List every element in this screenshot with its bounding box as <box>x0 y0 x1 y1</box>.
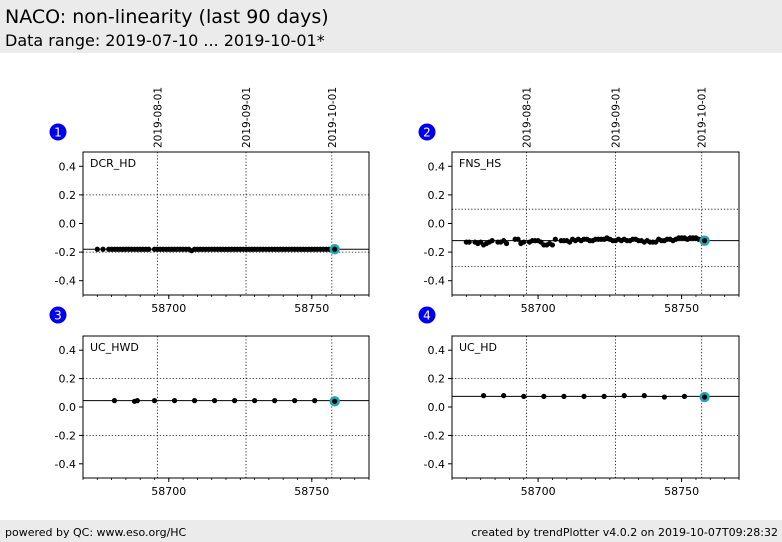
date-tick-label: 2019-09-01 <box>611 87 623 148</box>
panel-3: 0.4 0.2 0.0 -0.2 -0.4 58700 58750 UC_HWD 3 <box>49 306 370 498</box>
y-tick-label: 0.4 <box>428 160 446 173</box>
data-point <box>515 236 521 242</box>
y-tick-label: 0.4 <box>428 344 446 357</box>
panel-number: 3 <box>54 309 62 323</box>
panel-number: 4 <box>423 309 431 323</box>
report-header: NACO: non-linearity (last 90 days) Data … <box>0 0 782 53</box>
data-point <box>211 398 218 404</box>
data-point <box>151 398 158 404</box>
last-data-point <box>701 394 708 400</box>
panel-number-badge <box>49 123 67 141</box>
y-tick-label: 0.4 <box>59 160 77 173</box>
data-point <box>661 394 667 400</box>
date-tick-label: 2019-09-01 <box>241 87 253 148</box>
panel-1: 2019-08-01 2019-09-01 2019-10-01 0.4 0.2 0.0 -… <box>49 87 370 315</box>
y-tick-label: -0.2 <box>424 429 445 442</box>
footer-credit: powered by QC: www.eso.org/HC <box>5 526 187 539</box>
data-point <box>561 393 567 399</box>
data-point <box>503 240 510 247</box>
data-point <box>111 398 118 404</box>
y-tick-label: 0.0 <box>428 218 446 231</box>
y-tick-label: -0.4 <box>55 458 76 471</box>
data-point <box>621 393 627 399</box>
data-point <box>521 239 527 245</box>
plot-frame <box>82 335 370 479</box>
y-tick-label: -0.2 <box>55 246 76 259</box>
y-tick-label: -0.4 <box>424 458 445 471</box>
last-data-point <box>701 238 708 244</box>
data-point <box>489 238 495 244</box>
x-tick-label: 58750 <box>664 485 699 498</box>
data-point <box>134 398 140 404</box>
y-tick-label: -0.4 <box>424 275 445 288</box>
y-tick-label: -0.2 <box>55 429 76 442</box>
page-title: NACO: non-linearity (last 90 days) <box>5 6 329 28</box>
panel-number: 1 <box>54 126 62 140</box>
data-point <box>171 398 178 404</box>
data-point <box>521 393 527 399</box>
y-tick-label: 0.2 <box>59 373 77 386</box>
panel-4: 0.4 0.2 0.0 -0.2 -0.4 58700 58750 UC_HD 4 <box>418 306 740 498</box>
y-tick-label: -0.2 <box>424 246 445 259</box>
data-point <box>252 398 258 404</box>
y-tick-label: 0.2 <box>59 189 77 202</box>
plot-frame <box>451 151 740 296</box>
data-point <box>94 246 100 252</box>
last-data-point <box>332 246 338 252</box>
data-point <box>292 398 298 404</box>
data-point <box>466 239 472 245</box>
panel-2: 2019-08-01 2019-09-01 2019-10-01 0.4 0.2 0.0 -… <box>418 87 740 315</box>
y-tick-label: 0.0 <box>428 401 446 414</box>
series-label: UC_HD <box>459 341 497 354</box>
y-tick-label: 0.2 <box>428 189 446 202</box>
data-point <box>681 393 688 399</box>
data-point <box>581 393 587 399</box>
series-label: FNS_HS <box>459 157 501 170</box>
x-tick-label: 58750 <box>664 302 699 315</box>
data-point <box>191 398 198 404</box>
x-tick-label: 58700 <box>521 485 556 498</box>
y-tick-label: 0.0 <box>59 401 77 414</box>
y-tick-label: 0.0 <box>59 218 77 231</box>
data-point <box>312 398 318 404</box>
report-footer: powered by QC: www.eso.org/HC created by… <box>0 520 782 542</box>
data-point <box>541 393 547 399</box>
date-tick-label: 2019-08-01 <box>522 87 534 148</box>
y-tick-label: -0.4 <box>55 275 76 288</box>
footer-generator: created by trendPlotter v4.0.2 on 2019-1… <box>471 526 778 539</box>
date-tick-label: 2019-08-01 <box>152 87 164 148</box>
data-point <box>146 246 152 252</box>
plot-frame <box>451 335 740 479</box>
panel-number-badge <box>418 306 436 324</box>
plot-frame <box>82 151 370 296</box>
data-point <box>549 242 556 248</box>
series-label: UC_HWD <box>90 341 139 354</box>
panel-number-badge <box>49 306 67 324</box>
data-point <box>641 393 647 399</box>
data-point <box>552 236 558 242</box>
panel-number: 2 <box>423 126 431 140</box>
data-point <box>480 393 487 399</box>
x-tick-label: 58700 <box>521 302 556 315</box>
data-point <box>100 246 106 252</box>
x-tick-label: 58700 <box>151 485 186 498</box>
panel-number-badge <box>418 123 436 141</box>
data-point <box>231 398 238 404</box>
x-tick-label: 58750 <box>294 485 329 498</box>
series-label: DCR_HD <box>90 157 136 170</box>
data-point <box>501 393 507 399</box>
x-tick-label: 58700 <box>151 302 186 315</box>
x-tick-label: 58750 <box>294 302 329 315</box>
y-tick-label: 0.2 <box>428 373 446 386</box>
data-range-subtitle: Data range: 2019-07-10 ... 2019-10-01* <box>5 31 325 50</box>
date-tick-label: 2019-10-01 <box>697 87 709 148</box>
date-tick-label: 2019-10-01 <box>327 87 339 148</box>
data-point <box>601 393 607 399</box>
last-data-point <box>332 398 338 404</box>
data-point <box>272 398 278 404</box>
y-tick-label: 0.4 <box>59 344 77 357</box>
